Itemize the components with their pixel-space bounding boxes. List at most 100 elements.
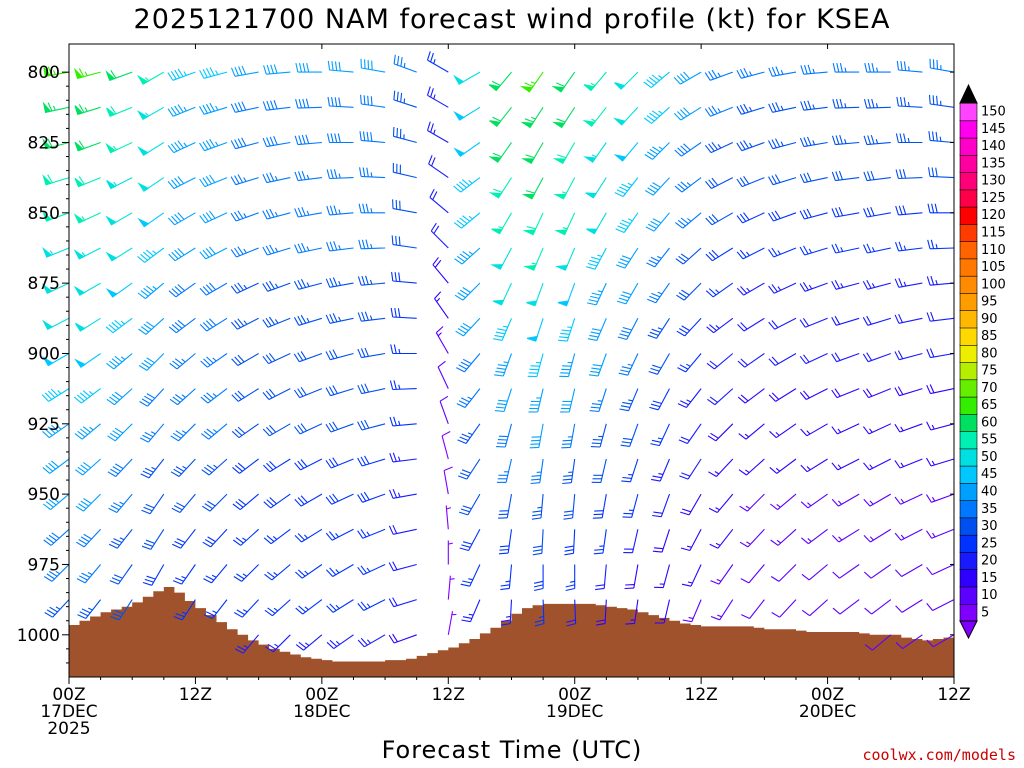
barb-half-flag xyxy=(335,533,339,538)
wind-barb xyxy=(233,564,259,582)
barb-flag xyxy=(736,251,744,260)
wind-barb xyxy=(682,599,702,623)
barb-flag xyxy=(388,525,394,535)
barb-flag xyxy=(298,605,306,613)
barb-staff xyxy=(428,163,449,179)
barb-half-flag xyxy=(213,464,218,469)
barb-pennant xyxy=(526,300,538,307)
barb-flag xyxy=(76,578,86,584)
barb-staff xyxy=(741,177,765,188)
barb-half-flag xyxy=(88,607,93,611)
wind-barb xyxy=(704,69,733,81)
barb-half-flag xyxy=(183,106,187,112)
barb-flag xyxy=(839,98,843,109)
barb-flag xyxy=(898,313,903,323)
barb-flag xyxy=(137,255,146,263)
wind-barb xyxy=(453,177,481,193)
barb-flag xyxy=(926,603,934,611)
barb-staff xyxy=(146,353,165,371)
barb-flag xyxy=(390,344,394,354)
barb-flag xyxy=(203,614,213,619)
wind-barb xyxy=(832,599,860,615)
barb-flag xyxy=(202,68,208,78)
barb-pennant xyxy=(105,251,118,262)
barb-staff xyxy=(598,388,607,412)
barb-flag xyxy=(739,68,746,78)
wind-barb xyxy=(458,493,481,516)
barb-flag xyxy=(617,225,627,231)
wind-barb xyxy=(832,528,860,543)
wind-barb xyxy=(896,96,923,108)
barb-flag xyxy=(926,348,931,358)
colorbar-swatch xyxy=(959,258,978,277)
barb-flag xyxy=(293,317,300,326)
barb-flag xyxy=(897,350,904,359)
barb-flag xyxy=(400,92,403,103)
barb-flag xyxy=(708,251,716,260)
barb-flag xyxy=(142,581,152,586)
wind-barb xyxy=(230,65,259,77)
wind-barb xyxy=(625,599,639,625)
wind-barb xyxy=(862,279,891,290)
barb-flag xyxy=(500,584,510,587)
barb-flag xyxy=(295,571,303,579)
barb-flag xyxy=(143,542,153,547)
wind-barb xyxy=(769,458,797,474)
barb-flag xyxy=(768,103,774,113)
barb-staff xyxy=(299,388,323,399)
barb-flag xyxy=(769,466,778,474)
barb-half-flag xyxy=(274,247,279,253)
barb-flag xyxy=(202,213,209,222)
barb-flag xyxy=(709,543,719,549)
barb-half-flag xyxy=(561,191,567,194)
wind-barb xyxy=(293,314,323,326)
barb-flag xyxy=(230,140,236,149)
wind-barb xyxy=(426,121,449,143)
wind-barb xyxy=(675,247,702,265)
barb-flag xyxy=(392,524,398,534)
barb-flag xyxy=(359,167,362,177)
barb-staff xyxy=(747,528,765,548)
wind-barb xyxy=(295,599,323,615)
barb-staff xyxy=(872,634,892,651)
barb-flag xyxy=(680,436,690,442)
barb-pennant xyxy=(520,121,534,129)
barb-staff xyxy=(681,177,702,193)
barb-flag xyxy=(771,139,777,148)
wind-barb xyxy=(200,353,228,368)
wind-barb xyxy=(770,564,797,582)
wind-barb xyxy=(262,208,291,220)
barb-flag xyxy=(300,495,308,503)
barb-flag xyxy=(266,462,274,471)
wind-barb xyxy=(264,599,291,617)
barb-half-flag xyxy=(243,177,247,182)
barb-flag xyxy=(297,569,306,577)
barb-staff xyxy=(870,528,892,543)
wind-barb xyxy=(737,317,765,332)
barb-flag xyxy=(800,428,808,437)
barb-flag xyxy=(565,584,575,588)
barb-staff xyxy=(804,282,828,292)
barb-flag xyxy=(562,482,572,485)
colorbar-label: 90 xyxy=(981,312,998,327)
barb-half-flag xyxy=(687,581,693,584)
barb-staff xyxy=(714,353,734,370)
barb-flag xyxy=(172,396,181,403)
barb-half-flag xyxy=(744,433,750,438)
barb-flag xyxy=(174,358,183,365)
wind-barb xyxy=(529,423,544,449)
wind-barb xyxy=(710,599,734,621)
barb-flag xyxy=(533,584,544,588)
credit-link[interactable]: coolwx.com/models xyxy=(862,746,1016,764)
wind-barb xyxy=(325,457,354,469)
barb-half-flag xyxy=(658,146,664,150)
barb-flag xyxy=(205,575,215,581)
barb-flag xyxy=(295,607,304,615)
barb-flag xyxy=(652,514,662,518)
barb-pennant xyxy=(583,156,597,163)
barb-staff xyxy=(710,142,734,154)
wind-barb xyxy=(138,353,165,371)
barb-staff xyxy=(330,423,354,433)
barb-flag xyxy=(143,506,153,512)
barb-flag xyxy=(141,398,151,405)
